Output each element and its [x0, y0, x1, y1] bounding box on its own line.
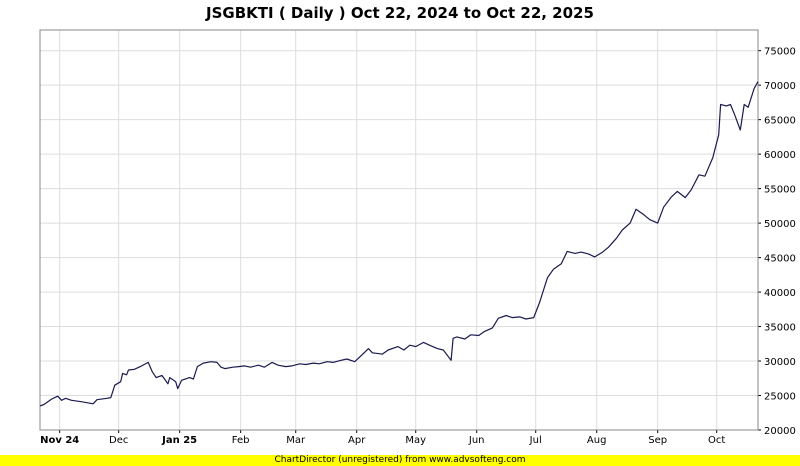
x-tick-label: Feb — [232, 435, 250, 446]
footer-banner: ChartDirector (unregistered) from www.ad… — [0, 455, 800, 466]
x-tick-label: Oct — [708, 435, 725, 446]
plot-border — [39, 29, 759, 431]
x-tick-label: Jul — [529, 435, 542, 446]
x-tick-label: May — [405, 435, 426, 446]
y-tick-label: 20000 — [764, 426, 796, 437]
price-line — [39, 81, 759, 407]
y-tick-label: 70000 — [764, 81, 796, 92]
y-tick-label: 55000 — [764, 185, 796, 196]
y-tick-label: 45000 — [764, 254, 796, 265]
chart-title: JSGBKTI ( Daily ) Oct 22, 2024 to Oct 22… — [206, 4, 594, 22]
plot-area — [40, 30, 758, 430]
x-tick-label: Aug — [587, 435, 607, 446]
y-tick-label: 75000 — [764, 47, 796, 58]
y-tick-label: 60000 — [764, 150, 796, 161]
footer-text: ChartDirector (unregistered) from www.ad… — [274, 455, 526, 465]
y-tick-label: 25000 — [764, 392, 796, 403]
x-tick-label: Jun — [468, 435, 485, 446]
x-tick-label: Mar — [286, 435, 306, 446]
y-tick-label: 40000 — [764, 288, 796, 299]
x-tick-label: Nov 24 — [40, 435, 79, 446]
y-tick-label: 35000 — [764, 323, 796, 334]
y-tick-label: 30000 — [764, 357, 796, 368]
x-tick-label: Jan 25 — [161, 435, 197, 446]
y-tick-label: 50000 — [764, 219, 796, 230]
x-tick-label: Apr — [348, 435, 366, 446]
x-tick-label: Sep — [648, 435, 667, 446]
y-tick-label: 65000 — [764, 116, 796, 127]
x-tick-label: Dec — [109, 435, 128, 446]
